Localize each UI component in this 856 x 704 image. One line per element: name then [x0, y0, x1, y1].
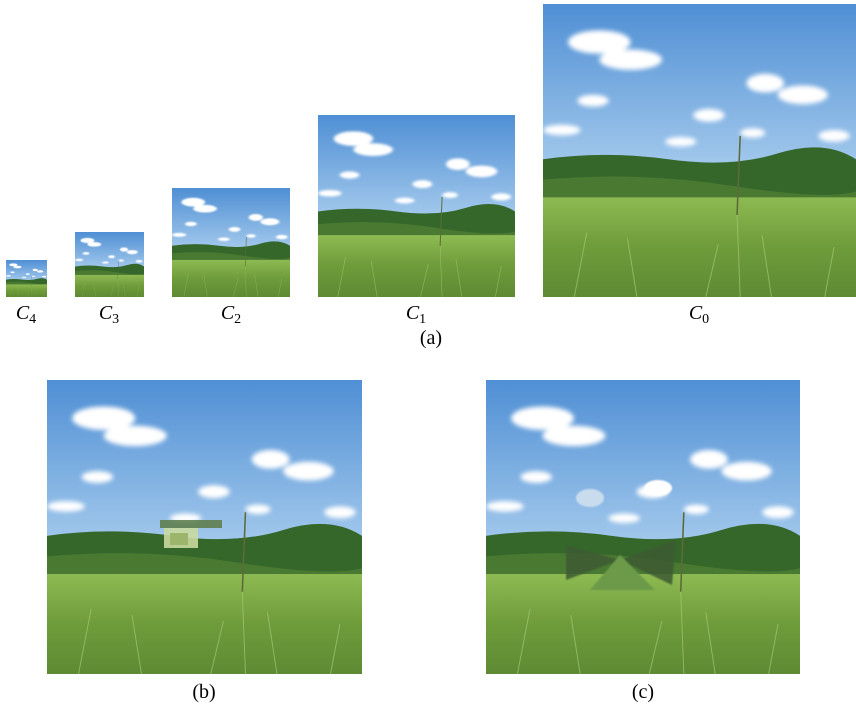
label-subscript: 2	[234, 312, 241, 327]
label-base: C	[406, 302, 420, 324]
image-c0	[543, 4, 856, 297]
image-c3	[75, 232, 144, 297]
image-c	[486, 380, 800, 674]
pyramid-images	[6, 4, 856, 297]
image-c2	[172, 188, 290, 297]
result-c: (c)	[486, 380, 800, 703]
label-subscript: 0	[702, 312, 709, 327]
label-c0: C0	[689, 302, 709, 327]
caption-b: (b)	[192, 681, 215, 703]
label-c4: C4	[16, 302, 36, 327]
label-subscript: 1	[419, 312, 426, 327]
image-c4	[6, 260, 47, 297]
result-b: (b)	[47, 380, 362, 703]
label-c2: C2	[221, 302, 241, 327]
caption-a: (a)	[420, 327, 442, 349]
pyramid-labels: C4 C3 C2 C1 C0 (a)	[16, 302, 709, 349]
label-c1: C1	[406, 302, 426, 327]
figure: C4 C3 C2 C1 C0 (a) (b) (c)	[0, 0, 856, 704]
label-base: C	[689, 302, 703, 324]
label-subscript: 3	[112, 312, 119, 327]
caption-c: (c)	[632, 681, 654, 703]
image-c1	[318, 115, 515, 297]
label-c3: C3	[99, 302, 119, 327]
label-base: C	[99, 302, 113, 324]
label-base: C	[221, 302, 235, 324]
label-base: C	[16, 302, 30, 324]
label-subscript: 4	[29, 312, 36, 327]
